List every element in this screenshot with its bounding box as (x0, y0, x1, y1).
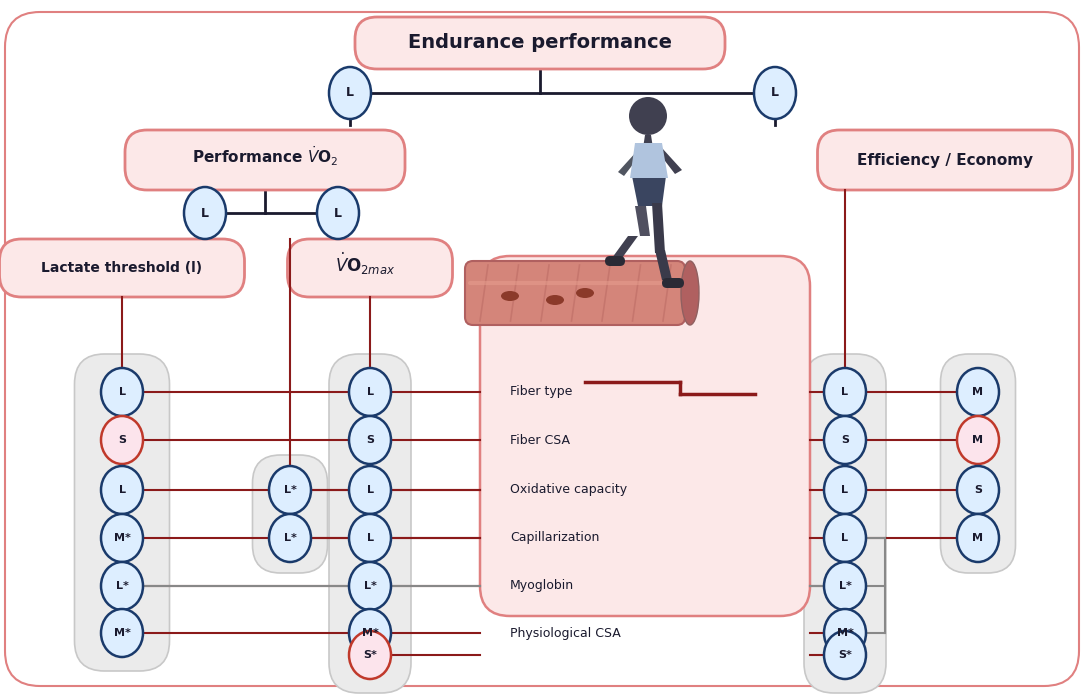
Ellipse shape (317, 187, 359, 239)
Ellipse shape (824, 609, 866, 657)
Text: Fiber type: Fiber type (509, 385, 572, 399)
FancyBboxPatch shape (253, 455, 327, 573)
Text: S: S (118, 435, 126, 445)
FancyBboxPatch shape (125, 130, 405, 190)
Ellipse shape (349, 416, 391, 464)
Text: L: L (366, 533, 374, 543)
Ellipse shape (546, 295, 564, 305)
FancyBboxPatch shape (817, 130, 1072, 190)
Polygon shape (635, 206, 650, 236)
Text: L: L (771, 87, 779, 100)
Ellipse shape (101, 368, 143, 416)
Text: M*: M* (114, 533, 130, 543)
Ellipse shape (101, 514, 143, 562)
Text: L*: L* (284, 485, 296, 495)
Text: L: L (118, 387, 126, 397)
Text: L: L (841, 533, 849, 543)
FancyBboxPatch shape (330, 354, 411, 693)
Ellipse shape (824, 466, 866, 514)
Text: Fiber CSA: Fiber CSA (509, 433, 570, 447)
Text: L*: L* (363, 581, 376, 591)
Ellipse shape (576, 288, 594, 298)
Ellipse shape (824, 631, 866, 679)
Text: L: L (841, 485, 849, 495)
FancyBboxPatch shape (354, 17, 725, 69)
Text: S*: S* (838, 650, 852, 660)
Polygon shape (651, 203, 664, 253)
Ellipse shape (681, 261, 699, 325)
Text: Endurance performance: Endurance performance (408, 34, 672, 52)
Text: Oxidative capacity: Oxidative capacity (509, 484, 628, 496)
Ellipse shape (824, 514, 866, 562)
Ellipse shape (349, 514, 391, 562)
Text: L*: L* (839, 581, 851, 591)
Text: S: S (841, 435, 849, 445)
Ellipse shape (349, 562, 391, 610)
Text: Capillarization: Capillarization (509, 531, 599, 544)
Text: L: L (346, 87, 354, 100)
Ellipse shape (824, 368, 866, 416)
Text: Lactate threshold (l): Lactate threshold (l) (41, 261, 203, 275)
Text: L: L (366, 387, 374, 397)
Text: Efficiency / Economy: Efficiency / Economy (857, 152, 1033, 168)
Ellipse shape (957, 466, 999, 514)
Text: M*: M* (114, 628, 130, 638)
Text: L: L (841, 387, 849, 397)
Text: M: M (972, 387, 983, 397)
Text: L*: L* (284, 533, 296, 543)
Text: L: L (334, 207, 341, 219)
Ellipse shape (184, 187, 225, 239)
FancyBboxPatch shape (480, 256, 810, 616)
Text: L: L (201, 207, 209, 219)
Ellipse shape (754, 67, 796, 119)
Text: M: M (972, 533, 983, 543)
Ellipse shape (101, 562, 143, 610)
Text: S: S (975, 485, 982, 495)
Ellipse shape (269, 466, 311, 514)
FancyBboxPatch shape (465, 261, 685, 325)
Text: M*: M* (362, 628, 378, 638)
Ellipse shape (330, 67, 371, 119)
Polygon shape (630, 143, 668, 178)
FancyBboxPatch shape (941, 354, 1016, 573)
Text: L: L (118, 485, 126, 495)
Ellipse shape (824, 562, 866, 610)
FancyBboxPatch shape (75, 354, 169, 671)
Ellipse shape (349, 368, 391, 416)
Polygon shape (618, 150, 644, 176)
Text: M*: M* (837, 628, 853, 638)
Ellipse shape (501, 291, 519, 301)
Polygon shape (640, 135, 656, 168)
Text: M: M (972, 435, 983, 445)
Ellipse shape (957, 416, 999, 464)
Ellipse shape (349, 609, 391, 657)
Text: L*: L* (116, 581, 128, 591)
FancyBboxPatch shape (287, 239, 452, 297)
Polygon shape (612, 236, 638, 258)
Ellipse shape (269, 514, 311, 562)
Text: S: S (366, 435, 374, 445)
Circle shape (629, 97, 667, 135)
FancyBboxPatch shape (662, 278, 684, 288)
Ellipse shape (957, 514, 999, 562)
FancyBboxPatch shape (605, 256, 625, 266)
Text: L: L (366, 485, 374, 495)
Polygon shape (632, 176, 666, 206)
Text: Physiological CSA: Physiological CSA (509, 627, 621, 639)
FancyBboxPatch shape (804, 354, 886, 693)
Ellipse shape (101, 466, 143, 514)
Ellipse shape (349, 466, 391, 514)
FancyBboxPatch shape (0, 239, 245, 297)
Ellipse shape (957, 368, 999, 416)
Ellipse shape (349, 631, 391, 679)
Ellipse shape (824, 416, 866, 464)
Ellipse shape (101, 416, 143, 464)
Polygon shape (655, 250, 672, 280)
Text: Performance $\dot{V}$O$_2$: Performance $\dot{V}$O$_2$ (192, 144, 338, 168)
Text: S*: S* (363, 650, 377, 660)
Text: $\dot{V}$O$_{2max}$: $\dot{V}$O$_{2max}$ (335, 251, 396, 277)
Polygon shape (655, 148, 682, 174)
Text: Myoglobin: Myoglobin (509, 579, 575, 593)
Ellipse shape (101, 609, 143, 657)
